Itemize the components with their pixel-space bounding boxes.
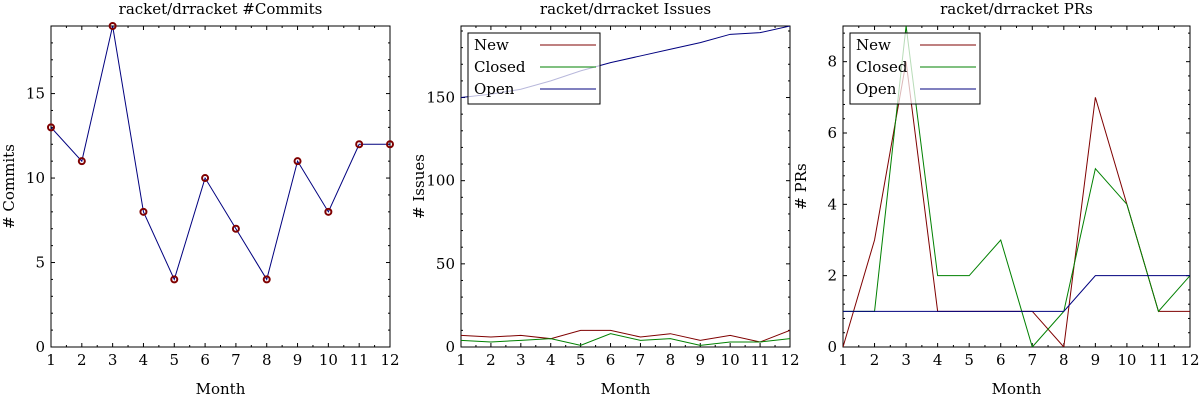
- data-point: [324, 207, 333, 216]
- x-tick-label: 2: [870, 351, 880, 369]
- x-tick-label: 1: [46, 351, 56, 369]
- x-tick-label: 4: [933, 351, 943, 369]
- y-tick-label: 2: [827, 267, 837, 285]
- legend-label: New: [856, 36, 891, 54]
- data-point: [139, 207, 148, 216]
- y-tick-label: 4: [827, 195, 837, 213]
- x-axis-label: Month: [601, 380, 651, 398]
- legend-label: Closed: [474, 58, 526, 76]
- y-tick-label: 50: [436, 255, 455, 273]
- y-tick-label: 15: [26, 85, 45, 103]
- x-tick-label: 4: [139, 351, 149, 369]
- x-tick-label: 1: [456, 351, 466, 369]
- y-axis-label: # PRs: [792, 163, 810, 209]
- x-tick-label: 6: [996, 351, 1006, 369]
- y-axis-label: # Issues: [410, 154, 428, 219]
- x-tick-label: 11: [1149, 351, 1168, 369]
- x-tick-label: 7: [1027, 351, 1037, 369]
- x-tick-label: 10: [1117, 351, 1136, 369]
- x-tick-label: 9: [293, 351, 303, 369]
- y-tick-label: 0: [445, 338, 455, 356]
- x-tick-label: 12: [380, 351, 399, 369]
- chart-title: racket/drracket Issues: [540, 0, 711, 18]
- x-tick-label: 12: [780, 351, 799, 369]
- data-point: [262, 275, 271, 284]
- y-tick-label: 8: [827, 53, 837, 71]
- series-line-open: [843, 275, 1190, 312]
- y-tick-label: 0: [35, 338, 45, 356]
- x-tick-label: 1: [838, 351, 848, 369]
- x-tick-label: 8: [262, 351, 272, 369]
- data-point: [293, 157, 302, 166]
- series-line-commits: [51, 26, 390, 281]
- x-tick-label: 5: [169, 351, 179, 369]
- x-tick-label: 7: [636, 351, 646, 369]
- data-point: [386, 140, 394, 149]
- x-tick-label: 3: [516, 351, 526, 369]
- chart-title: racket/drracket #Commits: [119, 0, 323, 18]
- x-tick-label: 9: [1091, 351, 1101, 369]
- x-tick-label: 4: [546, 351, 556, 369]
- x-tick-label: 7: [231, 351, 241, 369]
- x-tick-label: 11: [350, 351, 369, 369]
- x-tick-label: 11: [751, 351, 770, 369]
- x-tick-label: 12: [1180, 351, 1199, 369]
- x-axis-label: Month: [196, 380, 246, 398]
- x-tick-label: 5: [964, 351, 974, 369]
- y-tick-label: 150: [426, 89, 455, 107]
- data-point: [47, 123, 55, 132]
- x-tick-label: 8: [1059, 351, 1069, 369]
- y-tick-label: 6: [827, 124, 837, 142]
- x-tick-label: 9: [695, 351, 705, 369]
- x-tick-label: 3: [108, 351, 118, 369]
- x-tick-label: 2: [77, 351, 87, 369]
- legend-label: New: [474, 36, 509, 54]
- x-tick-label: 6: [606, 351, 616, 369]
- legend-label: Open: [856, 80, 897, 98]
- series-line-closed: [461, 333, 790, 346]
- x-tick-label: 10: [721, 351, 740, 369]
- series-line-new: [461, 329, 790, 343]
- y-tick-label: 100: [426, 172, 455, 190]
- x-tick-label: 8: [666, 351, 676, 369]
- x-tick-label: 10: [319, 351, 338, 369]
- legend-label: Closed: [856, 58, 908, 76]
- x-tick-label: 2: [486, 351, 496, 369]
- data-point: [77, 157, 86, 166]
- y-tick-label: 5: [35, 254, 45, 272]
- x-tick-label: 6: [200, 351, 210, 369]
- y-axis-label: # Commits: [0, 144, 18, 229]
- x-tick-label: 5: [576, 351, 586, 369]
- data-point: [201, 174, 210, 183]
- chart-title: racket/drracket PRs: [940, 0, 1093, 18]
- data-point: [231, 224, 240, 233]
- x-tick-label: 3: [901, 351, 911, 369]
- data-point: [355, 140, 364, 149]
- y-tick-label: 0: [827, 338, 837, 356]
- x-axis-label: Month: [992, 380, 1042, 398]
- data-point: [108, 22, 117, 30]
- y-tick-label: 10: [26, 169, 45, 187]
- data-point: [170, 275, 179, 284]
- legend-label: Open: [474, 80, 515, 98]
